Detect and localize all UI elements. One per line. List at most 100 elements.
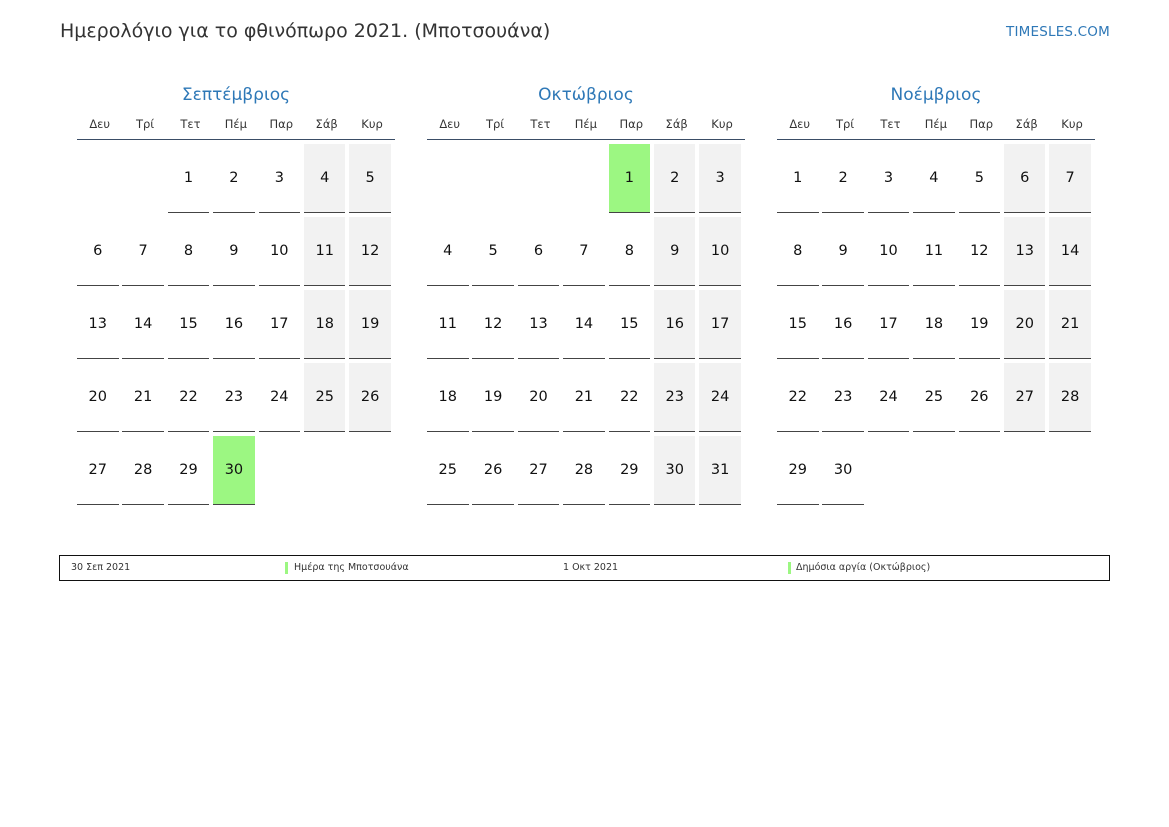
weekday-label: Κυρ	[1061, 117, 1083, 131]
calendar-day: 14	[563, 290, 605, 359]
day-grid: 1 2 3 4 5 6 7 8 9 10 11 12 13 14 15 16 17 18 19 20 21 22 23 24 2…	[777, 144, 1095, 505]
weekday-label: Δευ	[439, 117, 461, 131]
calendar-day: 8	[777, 217, 819, 286]
weekday-label: Δευ	[789, 117, 811, 131]
calendar-day: 19	[349, 290, 391, 359]
day-grid: 1 2 3 4 5 6 7 8 9 10 11 12 13 14 15 16 17 18 19 20 21 22 23 24 2…	[77, 144, 395, 505]
calendar-day: 2	[213, 144, 255, 213]
legend-holiday-name: Ημέρα της Μποτσουάνα	[294, 562, 409, 573]
weekday-label: Τρί	[485, 117, 505, 131]
calendar-day: 4	[303, 144, 346, 213]
calendar-day: 6	[517, 217, 560, 286]
calendar-day: 21	[1049, 290, 1091, 359]
calendar-day: 15	[777, 290, 819, 359]
calendar-day: 18	[913, 290, 955, 359]
calendar-day: 15	[167, 290, 210, 359]
weekday-label: Τρί	[135, 117, 155, 131]
empty-cell	[122, 144, 164, 213]
calendar-day: 5	[958, 144, 1001, 213]
calendar-day: 12	[349, 217, 391, 286]
calendar-day: 22	[777, 363, 819, 432]
calendar-day: 6	[1003, 144, 1046, 213]
weekday-header: Δευ Τρί Τετ Πέμ Παρ Σάβ Κυρ	[777, 117, 1095, 140]
weekday-label: Δευ	[89, 117, 111, 131]
calendar-day: 28	[563, 436, 605, 505]
legend-date: 30 Σεπ 2021	[71, 562, 131, 573]
calendar-day: 31	[699, 436, 741, 505]
weekday-label: Τρί	[835, 117, 855, 131]
calendar-day: 14	[1049, 217, 1091, 286]
calendar-day: 17	[699, 290, 741, 359]
weekday-label: Σάβ	[315, 117, 338, 131]
weekday-label: Τετ	[530, 117, 551, 131]
calendar-day: 20	[77, 363, 119, 432]
calendar-day: 4	[427, 217, 469, 286]
month-september: Σεπτέμβριος Δευ Τρί Τετ Πέμ Παρ Σάβ Κυρ …	[77, 84, 395, 505]
site-link[interactable]: TIMESLES.COM	[1006, 24, 1110, 40]
page-title: Ημερολόγιο για το φθινόπωρο 2021. (Μποτσ…	[60, 20, 551, 42]
weekday-label: Παρ	[969, 117, 994, 131]
weekday-label: Κυρ	[361, 117, 383, 131]
calendar-day: 10	[699, 217, 741, 286]
weekday-label: Κυρ	[711, 117, 733, 131]
calendar-day: 3	[699, 144, 741, 213]
calendar-day: 17	[258, 290, 301, 359]
calendar-day: 25	[913, 363, 955, 432]
weekday-label: Σάβ	[665, 117, 688, 131]
calendar-day: 15	[608, 290, 651, 359]
month-title: Νοέμβριος	[890, 85, 982, 105]
calendar-day: 7	[122, 217, 164, 286]
calendar-day: 3	[258, 144, 301, 213]
calendar-day: 21	[563, 363, 605, 432]
empty-cell	[518, 144, 560, 213]
empty-cell	[77, 144, 119, 213]
weekday-label: Σάβ	[1015, 117, 1038, 131]
calendar-day: 18	[427, 363, 469, 432]
calendar-day: 25	[303, 363, 346, 432]
calendar-day: 1	[608, 144, 651, 213]
day-grid: 1 2 3 4 5 6 7 8 9 10 11 12 13 14 15 16 17 18 19 20 21 22 23 24 2…	[427, 144, 745, 505]
calendar-day: 26	[472, 436, 514, 505]
calendar-day: 2	[822, 144, 864, 213]
calendar-day: 13	[517, 290, 560, 359]
calendar-day: 16	[822, 290, 864, 359]
calendar-day: 11	[427, 290, 469, 359]
calendar-day: 29	[167, 436, 210, 505]
calendar-day: 24	[258, 363, 301, 432]
weekday-label: Παρ	[269, 117, 294, 131]
weekday-label: Τετ	[180, 117, 201, 131]
calendar-day: 6	[77, 217, 119, 286]
calendar-day: 2	[653, 144, 696, 213]
calendar-day: 20	[517, 363, 560, 432]
holiday-marker	[788, 562, 791, 574]
calendar-day: 19	[958, 290, 1001, 359]
calendar-day: 3	[867, 144, 910, 213]
calendar-day: 20	[1003, 290, 1046, 359]
calendar-day: 9	[822, 217, 864, 286]
calendar-day: 23	[213, 363, 255, 432]
calendar-day: 11	[303, 217, 346, 286]
calendar-day: 28	[122, 436, 164, 505]
calendar-day: 17	[867, 290, 910, 359]
calendar-day: 16	[653, 290, 696, 359]
calendar-day: 24	[867, 363, 910, 432]
weekday-label: Πέμ	[574, 117, 597, 131]
calendar-day: 11	[913, 217, 955, 286]
calendar-day: 22	[167, 363, 210, 432]
weekday-label: Πέμ	[224, 117, 247, 131]
calendar-day: 12	[958, 217, 1001, 286]
calendar-day: 30	[653, 436, 696, 505]
calendar-day: 21	[122, 363, 164, 432]
calendar-day: 1	[777, 144, 819, 213]
calendar-day: 30	[822, 436, 864, 505]
month-title: Οκτώβριος	[538, 85, 634, 105]
calendar-day: 25	[427, 436, 469, 505]
calendar-day: 10	[258, 217, 301, 286]
weekday-label: Τετ	[880, 117, 901, 131]
calendar-day: 8	[167, 217, 210, 286]
calendar-day: 26	[349, 363, 391, 432]
weekday-header: Δευ Τρί Τετ Πέμ Παρ Σάβ Κυρ	[77, 117, 395, 140]
calendar-day: 4	[913, 144, 955, 213]
weekday-label: Παρ	[619, 117, 644, 131]
